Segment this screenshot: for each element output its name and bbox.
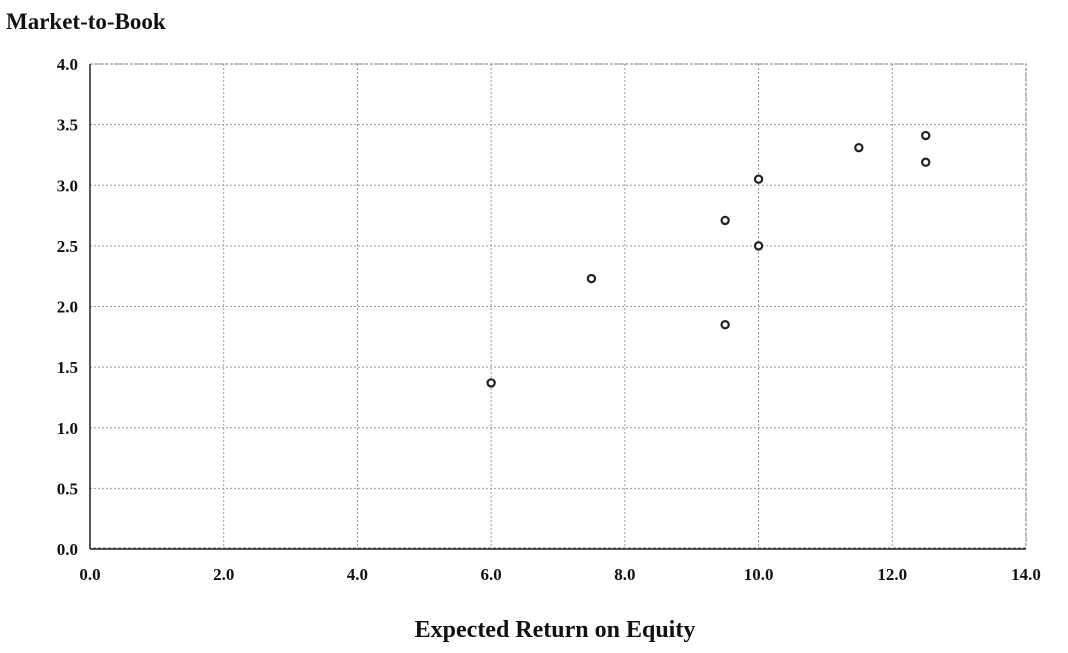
x-tick-label: 10.0 bbox=[744, 565, 774, 584]
data-point bbox=[921, 130, 931, 141]
y-tick-label: 3.5 bbox=[57, 116, 78, 135]
x-tick-label: 0.0 bbox=[79, 565, 100, 584]
data-point bbox=[586, 273, 597, 284]
data-point bbox=[753, 241, 764, 251]
y-axis-label: Market-to-Book bbox=[6, 9, 166, 34]
grid-layer bbox=[90, 63, 1027, 549]
y-tick-labels: 0.0 0.5 1.0 1.5 2.0 2.5 3.0 3.5 4.0 bbox=[57, 55, 78, 559]
data-point bbox=[854, 142, 864, 153]
y-tick-label: 0.5 bbox=[57, 479, 78, 498]
y-tick-label: 1.5 bbox=[57, 358, 78, 377]
data-point bbox=[486, 378, 496, 388]
x-axis-label: Expected Return on Equity bbox=[415, 617, 696, 643]
x-tick-label: 2.0 bbox=[213, 565, 234, 584]
y-tick-label: 0.0 bbox=[57, 540, 78, 559]
data-point bbox=[720, 215, 730, 226]
y-tick-label: 2.0 bbox=[57, 298, 78, 317]
y-tick-label: 1.0 bbox=[57, 419, 78, 438]
y-tick-label: 3.0 bbox=[57, 176, 78, 195]
x-tick-label: 12.0 bbox=[877, 565, 907, 584]
data-point bbox=[720, 319, 730, 330]
y-tick-label: 4.0 bbox=[57, 55, 78, 74]
x-tick-label: 6.0 bbox=[481, 565, 502, 584]
y-tick-label: 2.5 bbox=[57, 237, 78, 256]
data-points bbox=[486, 130, 931, 388]
data-point bbox=[753, 174, 764, 184]
x-tick-label: 8.0 bbox=[614, 565, 635, 584]
x-tick-label: 4.0 bbox=[347, 565, 368, 584]
data-point bbox=[921, 157, 931, 167]
x-tick-labels: 0.0 2.0 4.0 6.0 8.0 10.0 12.0 14.0 bbox=[79, 565, 1041, 584]
x-tick-label: 14.0 bbox=[1011, 565, 1041, 584]
